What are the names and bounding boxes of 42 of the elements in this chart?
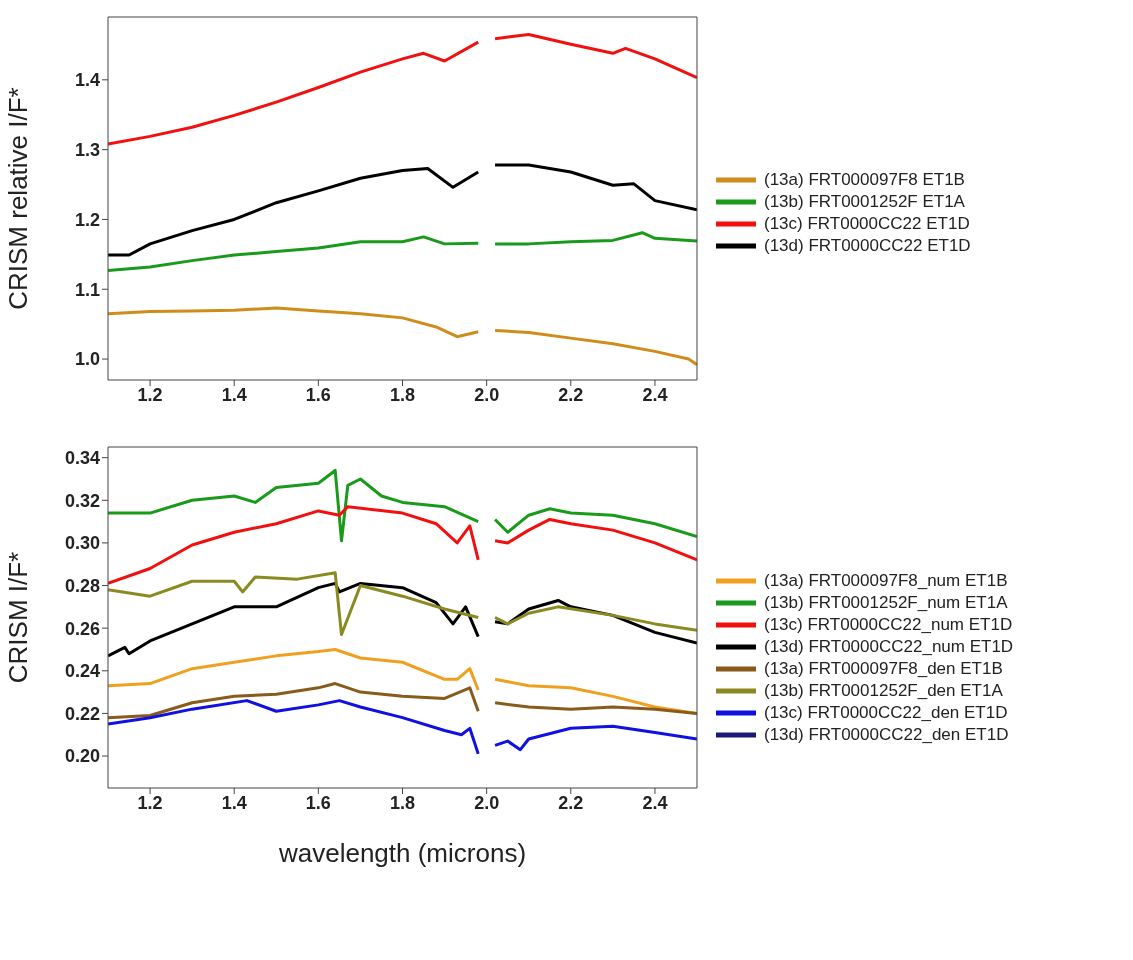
- x-tick-label: 1.4: [221, 384, 247, 405]
- x-axis-title: wavelength (microns): [277, 838, 527, 868]
- y-tick-label: 0.24: [64, 661, 100, 682]
- x-tick-label: 1.8: [389, 792, 416, 813]
- x-tick-label: 1.2: [137, 384, 163, 405]
- y-axis-title: CRISM relative I/F*: [3, 87, 34, 310]
- x-tick-label: 2.2: [558, 792, 584, 813]
- x-tick-label: 1.2: [137, 792, 163, 813]
- x-tick-label: 1.6: [305, 384, 331, 405]
- y-tick-label: 1.4: [74, 70, 100, 91]
- legend-label: (13d) FRT0000CC22_den ET1D: [764, 725, 1009, 745]
- y-tick-label: 1.2: [74, 209, 100, 230]
- legend-label: (13a) FRT000097F8 ET1B: [764, 170, 965, 190]
- y-axis-title: CRISM I/F*: [3, 551, 34, 684]
- x-tick-label: 1.8: [389, 384, 416, 405]
- x-tick-label: 2.4: [642, 384, 668, 405]
- legend-label: (13b) FRT0001252F_num ET1A: [764, 593, 1008, 613]
- legend-label: (13c) FRT0000CC22 ET1D: [764, 214, 970, 234]
- x-tick-label: 2.2: [558, 384, 584, 405]
- legend-label: (13a) FRT000097F8_den ET1B: [764, 659, 1003, 679]
- x-tick-label: 1.4: [221, 792, 247, 813]
- x-tick-label: 1.6: [305, 792, 331, 813]
- y-tick-label: 0.30: [64, 533, 100, 554]
- y-tick-label: 1.0: [74, 349, 100, 370]
- legend-label: (13d) FRT0000CC22_num ET1D: [764, 637, 1014, 657]
- legend-label: (13b) FRT0001252F ET1A: [764, 192, 965, 212]
- x-tick-label: 2.4: [642, 792, 668, 813]
- y-tick-label: 0.28: [64, 575, 100, 596]
- y-tick-label: 0.34: [64, 448, 100, 469]
- legend-label: (13c) FRT0000CC22_den ET1D: [764, 703, 1008, 723]
- legend-label: (13b) FRT0001252F_den ET1A: [764, 681, 1003, 701]
- y-tick-label: 0.22: [64, 703, 100, 724]
- x-tick-label: 2.0: [474, 384, 500, 405]
- x-tick-label: 2.0: [474, 792, 500, 813]
- y-tick-label: 0.26: [64, 618, 100, 639]
- y-tick-label: 0.32: [64, 490, 100, 511]
- y-tick-label: 0.20: [64, 746, 100, 767]
- y-tick-label: 1.1: [74, 279, 100, 300]
- legend-label: (13a) FRT000097F8_num ET1B: [764, 571, 1008, 591]
- y-tick-label: 1.3: [74, 140, 100, 161]
- legend-label: (13d) FRT0000CC22 ET1D: [764, 236, 971, 256]
- legend-label: (13c) FRT0000CC22_num ET1D: [764, 615, 1013, 635]
